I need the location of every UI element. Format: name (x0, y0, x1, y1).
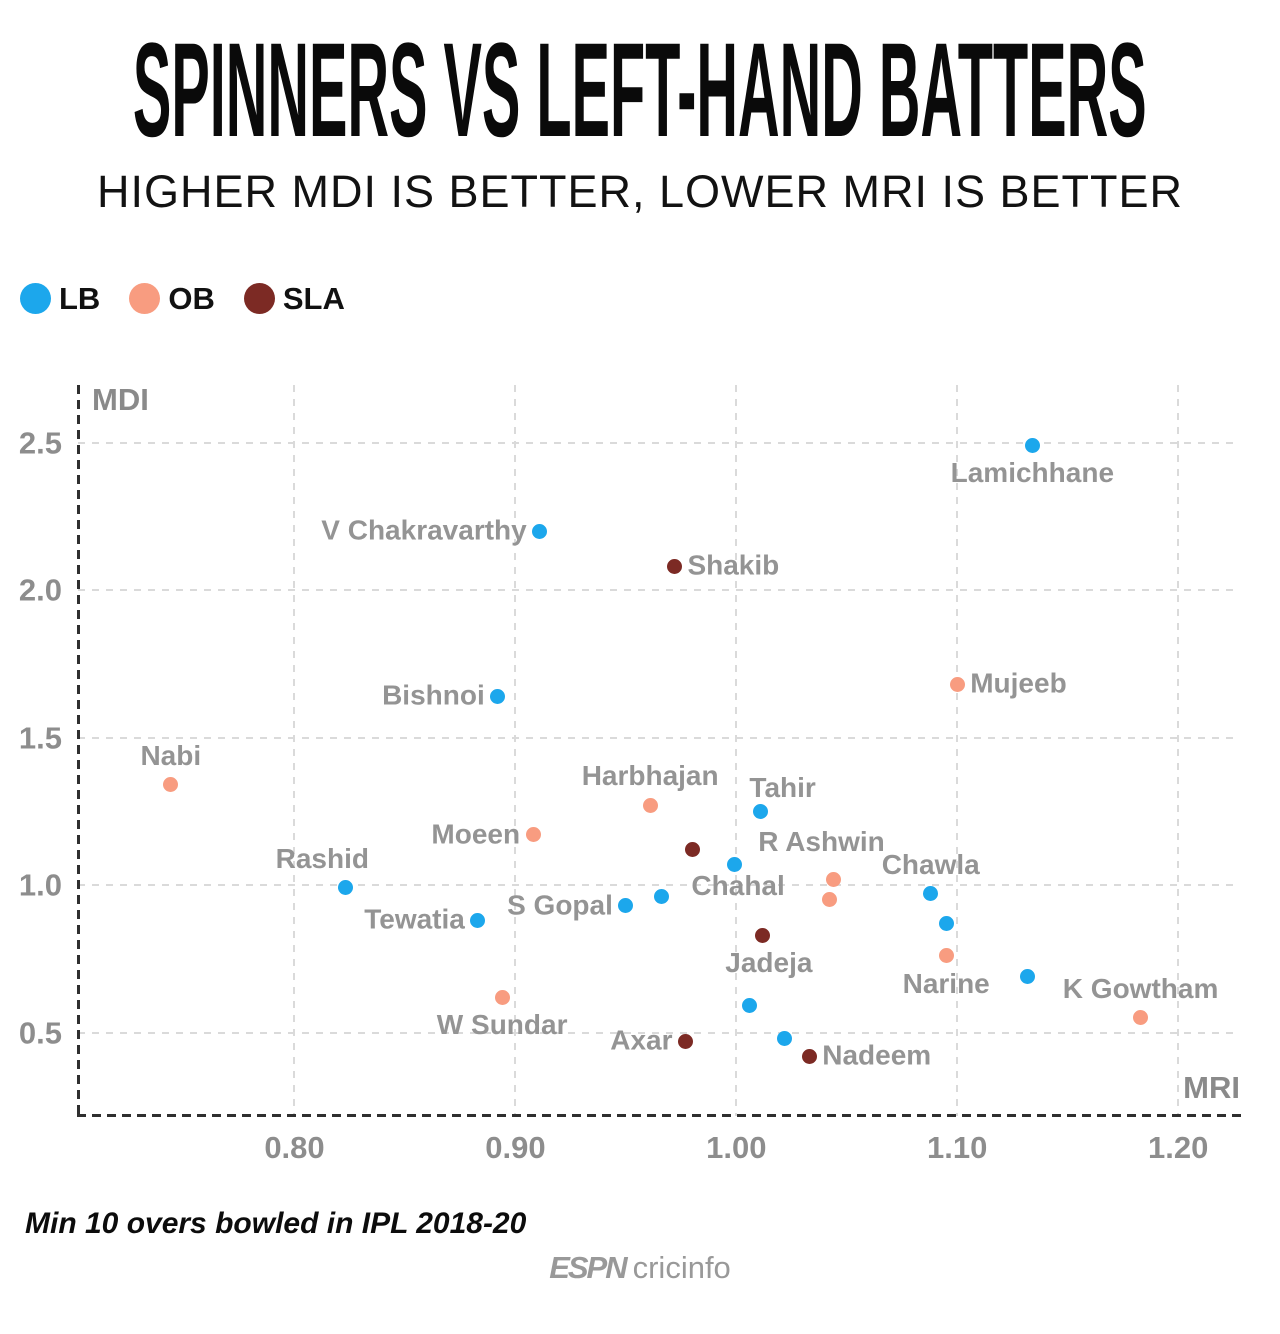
data-point-v-chakravarthy (532, 523, 548, 539)
gridline-horizontal (78, 589, 1240, 592)
point-label-harbhajan: Harbhajan (581, 760, 719, 792)
gridline-vertical (514, 385, 517, 1116)
point-label-rashid: Rashid (275, 843, 369, 875)
data-point-axar (678, 1033, 693, 1049)
point-label-s-gopal: S Gopal (507, 889, 613, 921)
data-point (938, 915, 954, 931)
data-point (821, 892, 837, 908)
gridline-vertical (293, 385, 296, 1116)
point-label-lamichhane: Lamichhane (950, 457, 1115, 489)
y-tick-label: 1.0 (18, 867, 62, 903)
point-label-narine: Narine (902, 967, 990, 999)
legend-item-sla: SLA (243, 280, 345, 316)
x-tick-label: 1.10 (927, 1130, 988, 1165)
point-label-axar: Axar (610, 1024, 673, 1056)
legend-label: LB (59, 280, 101, 316)
data-point-harbhajan (642, 797, 658, 813)
x-tick-label: 1.20 (1147, 1130, 1209, 1165)
legend-label: SLA (282, 280, 345, 316)
data-point-rashid (337, 880, 353, 896)
data-point-tewatia (470, 912, 486, 928)
point-label-tahir: Tahir (749, 772, 816, 804)
gridline-horizontal (78, 1031, 1240, 1034)
x-tick-label: 0.90 (485, 1130, 546, 1165)
point-label-jadeja: Jadeja (725, 947, 813, 979)
point-label-shakib: Shakib (687, 550, 780, 582)
y-tick-label: 2.0 (18, 572, 62, 608)
espn-logo-icon: ESPN (549, 1250, 627, 1285)
data-point-r-ashwin (826, 871, 842, 887)
point-label-moeen: Moeen (431, 818, 521, 850)
gridline-horizontal (78, 441, 1240, 444)
gridline-vertical (735, 385, 738, 1116)
point-label-w-sundar: W Sundar (436, 1009, 568, 1041)
data-point-s-gopal (618, 898, 634, 914)
point-label-r-ashwin: R Ashwin (758, 826, 885, 858)
data-point (653, 889, 669, 905)
point-label-chawla: Chawla (881, 849, 980, 881)
data-point-w-sundar (494, 989, 510, 1005)
x-axis-label: MRI (1183, 1070, 1240, 1105)
point-label-nadeem: Nadeem (822, 1039, 932, 1071)
legend-item-ob: OB (129, 280, 215, 316)
gridline-vertical (956, 385, 959, 1116)
footnote: Min 10 overs bowled in IPL 2018-20 (25, 1207, 527, 1240)
espn-cricinfo-logo: ESPN cricinfo (0, 1250, 1280, 1286)
gridline-horizontal (78, 736, 1240, 739)
data-point-shakib (666, 558, 682, 574)
y-tick-label: 0.5 (18, 1015, 62, 1051)
chart-title-row: SPINNERS VS LEFT-HAND BATTERS (0, 24, 1280, 158)
point-label-k-gowtham: K Gowtham (1062, 972, 1219, 1004)
x-tick-label: 1.00 (706, 1130, 767, 1165)
chart-subtitle-row: HIGHER MDI IS BETTER, LOWER MRI IS BETTE… (0, 165, 1280, 219)
x-axis-line (77, 1114, 1241, 1117)
chart-title: SPINNERS VS LEFT-HAND BATTERS (133, 16, 1147, 165)
data-point (777, 1030, 793, 1046)
data-point (742, 998, 758, 1014)
cricinfo-logo-text: cricinfo (632, 1250, 731, 1285)
data-point-jadeja (755, 927, 771, 943)
data-point (684, 842, 700, 858)
legend-dot-icon (20, 282, 51, 314)
chart-subtitle: HIGHER MDI IS BETTER, LOWER MRI IS BETTE… (96, 166, 1184, 217)
gridline-vertical (1177, 385, 1180, 1116)
point-label-v-chakravarthy: V Chakravarthy (321, 514, 527, 546)
data-point-bishnoi (490, 688, 506, 704)
point-label-chahal: Chahal (691, 870, 785, 902)
y-axis-label: MDI (92, 382, 149, 417)
y-tick-label: 2.5 (18, 425, 62, 461)
y-axis-line (77, 385, 80, 1116)
data-point-nadeem (801, 1048, 817, 1064)
x-tick-label: 0.80 (264, 1130, 325, 1165)
legend-dot-icon (243, 282, 275, 314)
point-label-tewatia: Tewatia (364, 904, 465, 936)
data-point-k-gowtham (1133, 1010, 1149, 1026)
gridline-horizontal (78, 884, 1240, 887)
y-tick-label: 1.5 (18, 720, 62, 756)
legend-label: OB (168, 280, 215, 316)
data-point-nabi (163, 777, 179, 793)
point-label-nabi: Nabi (140, 739, 202, 771)
legend-item-lb: LB (20, 280, 101, 316)
data-point-lamichhane (1024, 437, 1040, 453)
point-label-bishnoi: Bishnoi (382, 679, 485, 711)
data-point-narine (938, 948, 954, 964)
data-point-chahal (726, 856, 742, 872)
data-point-moeen (525, 827, 541, 843)
point-label-mujeeb: Mujeeb (970, 668, 1067, 700)
data-point-mujeeb (949, 676, 965, 692)
legend: LB OB SLA (20, 280, 374, 316)
data-point-tahir (753, 803, 769, 819)
data-point (1020, 968, 1036, 984)
data-point-chawla (923, 886, 939, 902)
legend-dot-icon (129, 282, 161, 314)
